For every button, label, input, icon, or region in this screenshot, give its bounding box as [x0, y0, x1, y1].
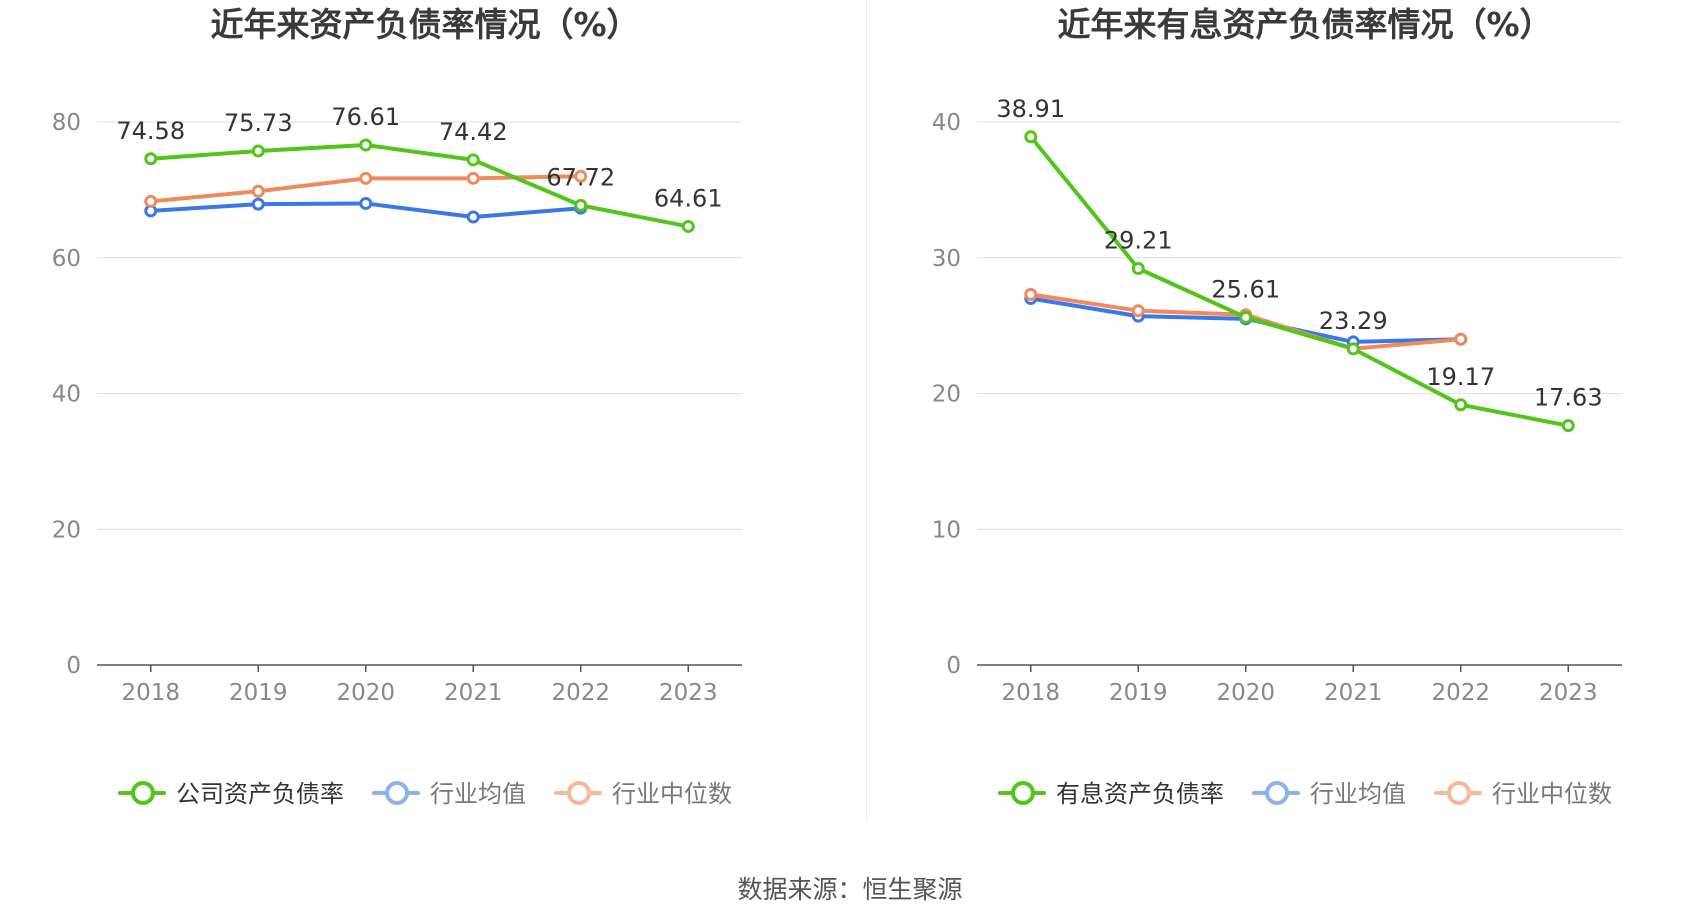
data-point-company — [1131, 261, 1145, 275]
legend-marker-icon — [118, 779, 166, 805]
x-tick-label: 2019 — [229, 680, 288, 706]
series-line-company — [148, 143, 691, 229]
data-label: 76.61 — [331, 103, 400, 131]
legend-item-avg[interactable]: 行业均值 — [372, 774, 526, 809]
data-point-company — [1561, 419, 1575, 433]
legend-item-company[interactable]: 有息资产负债率 — [998, 774, 1224, 809]
legend-item-median[interactable]: 行业中位数 — [554, 774, 732, 809]
x-tick-label: 2018 — [121, 680, 180, 706]
data-label: 64.61 — [654, 184, 723, 212]
data-point-company — [1239, 310, 1253, 324]
data-point-company — [574, 198, 588, 212]
x-tick-label: 2023 — [1539, 680, 1598, 706]
data-label: 38.91 — [996, 95, 1065, 123]
data-label: 23.29 — [1319, 307, 1388, 335]
data-point-company — [466, 153, 480, 167]
legend-marker-icon — [1434, 779, 1482, 805]
data-label: 67.72 — [546, 163, 615, 191]
legend-marker-icon — [554, 779, 602, 805]
x-tick-label: 2019 — [1109, 680, 1168, 706]
y-tick-label: 0 — [66, 653, 81, 679]
legend-item-company[interactable]: 公司资产负债率 — [118, 774, 344, 809]
x-tick-label: 2018 — [1001, 680, 1060, 706]
chart-legend: 有息资产负债率 行业均值 行业中位数 — [880, 774, 1700, 809]
data-label: 17.63 — [1534, 384, 1603, 412]
chart-legend: 公司资产负债率 行业均值 行业中位数 — [0, 774, 850, 809]
chart-title: 近年来资产负债率情况（%） — [210, 5, 640, 44]
y-tick-label: 40 — [52, 382, 81, 408]
x-tick-label: 2021 — [444, 680, 503, 706]
data-label: 74.58 — [116, 117, 185, 145]
data-point-company — [1346, 342, 1360, 356]
data-point-median — [1454, 332, 1468, 346]
interest-bearing-debt-ratio-chart: 0 10 20 30 40 2018 2019 2020 2021 2022 2023 38.91 29… — [932, 95, 1622, 706]
legend-label: 行业中位数 — [1492, 780, 1612, 808]
right-chart-panel: 近年来有息资产负债率情况（%） 0 10 20 30 40 2018 2019 2020 202… — [880, 0, 1700, 830]
legend-marker-icon — [998, 779, 1046, 805]
debt-ratio-chart: 0 20 40 60 80 2018 2019 2020 2021 2022 2023 74.58 75… — [52, 103, 742, 706]
x-tick-label: 2021 — [1324, 680, 1383, 706]
x-tick-label: 2020 — [336, 680, 395, 706]
chart-title: 近年来有息资产负债率情况（%） — [1057, 5, 1553, 44]
y-tick-label: 80 — [52, 110, 81, 136]
legend-item-avg[interactable]: 行业均值 — [1252, 774, 1406, 809]
legend-label: 公司资产负债率 — [176, 780, 344, 808]
x-tick-label: 2022 — [551, 680, 610, 706]
legend-marker-icon — [1252, 779, 1300, 805]
left-chart-panel: 近年来资产负债率情况（%） 0 20 40 60 80 2018 2019 2020 2021 2… — [0, 0, 850, 830]
legend-label: 行业均值 — [1310, 780, 1406, 808]
series-line-company — [1028, 134, 1571, 428]
panel-divider — [866, 0, 867, 820]
data-point-company — [251, 144, 265, 158]
y-tick-label: 60 — [52, 246, 81, 272]
legend-item-median[interactable]: 行业中位数 — [1434, 774, 1612, 809]
legend-marker-icon — [372, 779, 420, 805]
y-tick-label: 20 — [52, 517, 81, 543]
legend-label: 行业均值 — [430, 780, 526, 808]
data-point-company — [1024, 130, 1038, 144]
y-tick-label: 20 — [932, 382, 961, 408]
data-label: 75.73 — [224, 109, 293, 137]
data-point-median — [1024, 287, 1038, 301]
data-point-median — [359, 171, 373, 185]
data-point-median — [144, 194, 158, 208]
data-point-median — [466, 171, 480, 185]
x-tick-label: 2023 — [659, 680, 718, 706]
legend-label: 行业中位数 — [612, 780, 732, 808]
data-point-median — [251, 184, 265, 198]
data-point-avg — [466, 210, 480, 224]
data-point-company — [359, 138, 373, 152]
data-point-avg — [359, 196, 373, 210]
data-point-avg — [251, 197, 265, 211]
data-point-company — [1454, 398, 1468, 412]
x-tick-label: 2020 — [1216, 680, 1275, 706]
data-point-median — [574, 169, 588, 183]
y-tick-label: 0 — [946, 653, 961, 679]
data-label: 25.61 — [1211, 275, 1280, 303]
x-tick-label: 2022 — [1431, 680, 1490, 706]
data-source-note: 数据来源：恒生聚源 — [737, 875, 963, 904]
data-point-company — [681, 219, 695, 233]
data-point-median — [1131, 304, 1145, 318]
data-label: 74.42 — [439, 118, 508, 146]
legend-label: 有息资产负债率 — [1056, 780, 1224, 808]
y-tick-label: 10 — [932, 517, 961, 543]
data-label: 29.21 — [1104, 226, 1173, 254]
data-label: 19.17 — [1426, 363, 1495, 391]
y-tick-label: 30 — [932, 246, 961, 272]
data-point-company — [144, 152, 158, 166]
y-tick-label: 40 — [932, 110, 961, 136]
